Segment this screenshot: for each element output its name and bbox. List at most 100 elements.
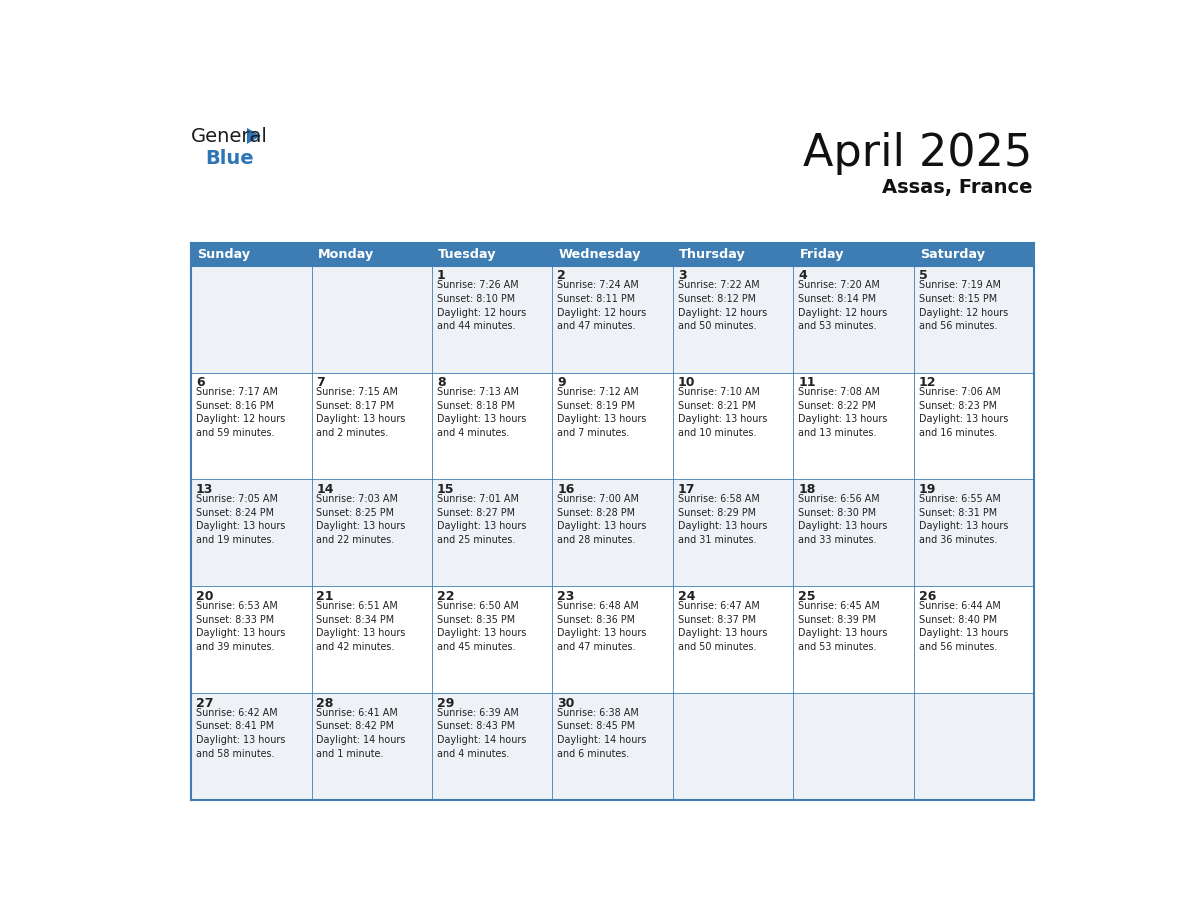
Text: Sunrise: 7:05 AM
Sunset: 8:24 PM
Daylight: 13 hours
and 19 minutes.: Sunrise: 7:05 AM Sunset: 8:24 PM Dayligh… [196,494,285,545]
Text: Blue: Blue [206,149,254,168]
Text: 16: 16 [557,483,575,496]
Text: Sunrise: 6:51 AM
Sunset: 8:34 PM
Daylight: 13 hours
and 42 minutes.: Sunrise: 6:51 AM Sunset: 8:34 PM Dayligh… [316,601,406,652]
Bar [432,265,552,373]
Text: Sunrise: 6:38 AM
Sunset: 8:45 PM
Daylight: 14 hours
and 6 minutes.: Sunrise: 6:38 AM Sunset: 8:45 PM Dayligh… [557,708,646,758]
Bar [552,479,672,587]
Text: Sunrise: 6:58 AM
Sunset: 8:29 PM
Daylight: 13 hours
and 31 minutes.: Sunrise: 6:58 AM Sunset: 8:29 PM Dayligh… [678,494,767,545]
Bar [311,693,432,800]
Bar [794,693,914,800]
Bar [672,373,794,479]
Bar [672,265,794,373]
Bar [311,373,432,479]
Bar [191,373,311,479]
Text: 2: 2 [557,269,565,282]
Bar [432,587,552,693]
Text: 7: 7 [316,376,326,389]
Text: Friday: Friday [800,248,843,261]
Text: 9: 9 [557,376,565,389]
Bar [914,242,1035,265]
Text: 8: 8 [437,376,446,389]
Bar [672,242,794,265]
Text: 22: 22 [437,589,454,603]
Text: 3: 3 [678,269,687,282]
Text: Sunrise: 7:10 AM
Sunset: 8:21 PM
Daylight: 13 hours
and 10 minutes.: Sunrise: 7:10 AM Sunset: 8:21 PM Dayligh… [678,387,767,438]
Text: Sunrise: 7:26 AM
Sunset: 8:10 PM
Daylight: 12 hours
and 44 minutes.: Sunrise: 7:26 AM Sunset: 8:10 PM Dayligh… [437,280,526,331]
Bar [914,693,1035,800]
Bar [552,373,672,479]
Bar [552,265,672,373]
Text: Sunrise: 7:01 AM
Sunset: 8:27 PM
Daylight: 13 hours
and 25 minutes.: Sunrise: 7:01 AM Sunset: 8:27 PM Dayligh… [437,494,526,545]
Bar [432,373,552,479]
Text: 11: 11 [798,376,816,389]
Bar [914,373,1035,479]
Text: Sunrise: 7:20 AM
Sunset: 8:14 PM
Daylight: 12 hours
and 53 minutes.: Sunrise: 7:20 AM Sunset: 8:14 PM Dayligh… [798,280,887,331]
Bar [191,265,311,373]
Bar [672,693,794,800]
Text: 27: 27 [196,697,214,710]
Text: 26: 26 [918,589,936,603]
Text: Wednesday: Wednesday [558,248,642,261]
Text: Sunrise: 7:13 AM
Sunset: 8:18 PM
Daylight: 13 hours
and 4 minutes.: Sunrise: 7:13 AM Sunset: 8:18 PM Dayligh… [437,387,526,438]
Bar [914,479,1035,587]
Text: Sunrise: 6:41 AM
Sunset: 8:42 PM
Daylight: 14 hours
and 1 minute.: Sunrise: 6:41 AM Sunset: 8:42 PM Dayligh… [316,708,406,758]
Text: 30: 30 [557,697,575,710]
Bar [191,587,311,693]
Bar [311,265,432,373]
Text: Sunrise: 7:08 AM
Sunset: 8:22 PM
Daylight: 13 hours
and 13 minutes.: Sunrise: 7:08 AM Sunset: 8:22 PM Dayligh… [798,387,887,438]
Bar [311,587,432,693]
Text: Sunrise: 6:56 AM
Sunset: 8:30 PM
Daylight: 13 hours
and 33 minutes.: Sunrise: 6:56 AM Sunset: 8:30 PM Dayligh… [798,494,887,545]
Bar [552,242,672,265]
Text: Sunrise: 7:06 AM
Sunset: 8:23 PM
Daylight: 13 hours
and 16 minutes.: Sunrise: 7:06 AM Sunset: 8:23 PM Dayligh… [918,387,1009,438]
Text: Sunrise: 6:45 AM
Sunset: 8:39 PM
Daylight: 13 hours
and 53 minutes.: Sunrise: 6:45 AM Sunset: 8:39 PM Dayligh… [798,601,887,652]
Text: 20: 20 [196,589,214,603]
Bar [552,693,672,800]
Text: 6: 6 [196,376,204,389]
Text: General: General [191,127,268,146]
Bar [914,587,1035,693]
Text: Sunrise: 6:42 AM
Sunset: 8:41 PM
Daylight: 13 hours
and 58 minutes.: Sunrise: 6:42 AM Sunset: 8:41 PM Dayligh… [196,708,285,758]
Bar [794,587,914,693]
Text: Sunrise: 7:17 AM
Sunset: 8:16 PM
Daylight: 12 hours
and 59 minutes.: Sunrise: 7:17 AM Sunset: 8:16 PM Dayligh… [196,387,285,438]
Text: 1: 1 [437,269,446,282]
Bar [191,479,311,587]
Text: Monday: Monday [317,248,374,261]
Bar [432,242,552,265]
Text: 14: 14 [316,483,334,496]
Text: 17: 17 [678,483,695,496]
Bar [432,693,552,800]
Text: Sunrise: 7:24 AM
Sunset: 8:11 PM
Daylight: 12 hours
and 47 minutes.: Sunrise: 7:24 AM Sunset: 8:11 PM Dayligh… [557,280,646,331]
Text: Sunrise: 7:12 AM
Sunset: 8:19 PM
Daylight: 13 hours
and 7 minutes.: Sunrise: 7:12 AM Sunset: 8:19 PM Dayligh… [557,387,646,438]
Text: Assas, France: Assas, France [881,178,1032,197]
Text: 24: 24 [678,589,695,603]
Text: Sunrise: 7:15 AM
Sunset: 8:17 PM
Daylight: 13 hours
and 2 minutes.: Sunrise: 7:15 AM Sunset: 8:17 PM Dayligh… [316,387,406,438]
Text: Sunrise: 6:53 AM
Sunset: 8:33 PM
Daylight: 13 hours
and 39 minutes.: Sunrise: 6:53 AM Sunset: 8:33 PM Dayligh… [196,601,285,652]
Text: Sunrise: 6:55 AM
Sunset: 8:31 PM
Daylight: 13 hours
and 36 minutes.: Sunrise: 6:55 AM Sunset: 8:31 PM Dayligh… [918,494,1009,545]
Text: 23: 23 [557,589,575,603]
Text: 29: 29 [437,697,454,710]
Text: 10: 10 [678,376,695,389]
Bar [794,373,914,479]
Bar [552,587,672,693]
Text: Sunday: Sunday [197,248,251,261]
Text: Sunrise: 6:39 AM
Sunset: 8:43 PM
Daylight: 14 hours
and 4 minutes.: Sunrise: 6:39 AM Sunset: 8:43 PM Dayligh… [437,708,526,758]
Bar [794,479,914,587]
Text: 18: 18 [798,483,816,496]
Text: Sunrise: 7:19 AM
Sunset: 8:15 PM
Daylight: 12 hours
and 56 minutes.: Sunrise: 7:19 AM Sunset: 8:15 PM Dayligh… [918,280,1007,331]
Bar [311,242,432,265]
Bar [672,587,794,693]
Text: 21: 21 [316,589,334,603]
Text: April 2025: April 2025 [803,131,1032,174]
Text: Sunrise: 6:44 AM
Sunset: 8:40 PM
Daylight: 13 hours
and 56 minutes.: Sunrise: 6:44 AM Sunset: 8:40 PM Dayligh… [918,601,1009,652]
Text: 5: 5 [918,269,928,282]
Text: Sunrise: 7:00 AM
Sunset: 8:28 PM
Daylight: 13 hours
and 28 minutes.: Sunrise: 7:00 AM Sunset: 8:28 PM Dayligh… [557,494,646,545]
Text: 4: 4 [798,269,807,282]
Text: Sunrise: 6:50 AM
Sunset: 8:35 PM
Daylight: 13 hours
and 45 minutes.: Sunrise: 6:50 AM Sunset: 8:35 PM Dayligh… [437,601,526,652]
Bar [191,693,311,800]
Polygon shape [247,128,261,144]
Bar [794,265,914,373]
Bar [672,479,794,587]
Text: 12: 12 [918,376,936,389]
Bar [432,479,552,587]
Text: Sunrise: 7:22 AM
Sunset: 8:12 PM
Daylight: 12 hours
and 50 minutes.: Sunrise: 7:22 AM Sunset: 8:12 PM Dayligh… [678,280,767,331]
Bar [191,242,311,265]
